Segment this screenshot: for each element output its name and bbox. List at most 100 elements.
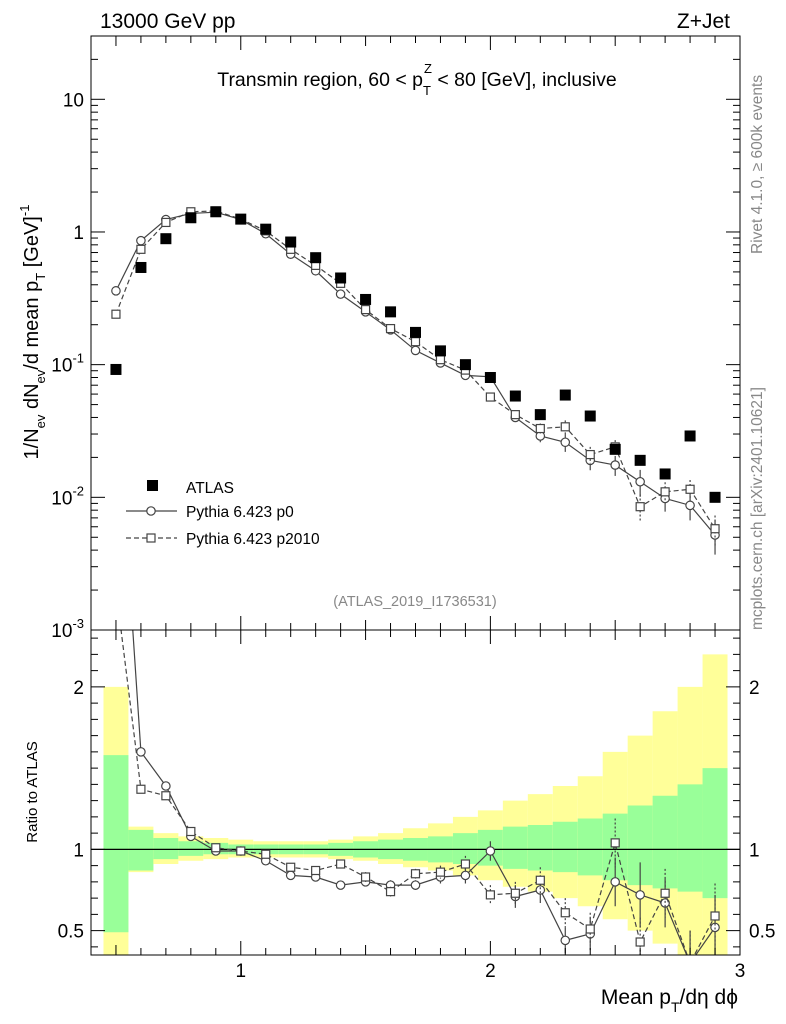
p0-point (560, 437, 571, 448)
band-green (153, 838, 179, 860)
atlas-point (260, 223, 272, 235)
ratio-p0-point (335, 880, 346, 890)
ratio-ticks: 2 2 1 1 0.5 0.5 1 2 3 (58, 630, 775, 982)
p0-point (685, 500, 695, 511)
ratio-p2010-point (161, 791, 171, 801)
p2010-point (535, 423, 545, 434)
header-left: 13000 GeV pp (100, 10, 235, 33)
p2010-point (136, 244, 146, 254)
ratio-p2010-point (211, 843, 221, 853)
legend: ATLAS Pythia 6.423 p0 Pythia 6.423 p2010 (126, 480, 320, 548)
ratio-p0-point (112, 374, 120, 382)
header-right: Z+Jet (677, 10, 730, 33)
main-ytick-label: 10-2 (51, 483, 84, 509)
atlas-point (484, 372, 496, 384)
ratio-p0-point (136, 747, 146, 757)
atlas-point (659, 468, 671, 480)
ratio-ytick-label-right: 1 (749, 840, 760, 861)
p0-point (410, 345, 421, 356)
main-ytick-label: 10-1 (51, 351, 84, 377)
atlas-point (509, 390, 521, 402)
atlas-point (584, 410, 596, 422)
main-ytick-label: 1 (73, 223, 84, 244)
band-green (577, 818, 603, 876)
ratio-ytick-label-right: 0.5 (749, 922, 775, 943)
atlas-point (684, 430, 696, 442)
ratio-p2010-point (435, 867, 446, 877)
legend-p0-marker (146, 506, 156, 516)
atlas-point (235, 213, 247, 225)
p0-point (335, 289, 346, 299)
ratio-xlabel: Mean pT/dη dϕ (601, 986, 738, 1015)
ratio-p0-point (161, 781, 171, 791)
ratio-p2010-point (710, 911, 720, 921)
p2010-point (660, 487, 670, 497)
p2010-point (435, 355, 446, 365)
atlas-point (360, 293, 372, 305)
ratio-p2010-point (460, 859, 471, 869)
atlas-point (559, 389, 571, 401)
ratio-p0-point (610, 877, 620, 887)
p2010-point (360, 304, 371, 315)
p2010-point (685, 484, 695, 494)
ratio-p2010-point (112, 585, 120, 593)
ratio-p2010-point (485, 890, 495, 900)
ratio-p2010-point (686, 959, 694, 967)
ratio-xtick-label: 2 (485, 961, 496, 982)
ratio-p2010-point (535, 875, 545, 885)
atlas-point (335, 272, 347, 284)
legend-p2010-marker (146, 533, 156, 543)
atlas-point (534, 409, 546, 421)
p2010-point (161, 217, 171, 228)
p2010-point (560, 422, 570, 432)
p2010-point (111, 309, 121, 319)
ratio-p2010-point (410, 869, 421, 879)
ratio-p2010-point (610, 838, 620, 848)
atlas-point (459, 359, 471, 371)
p2010-point (585, 449, 595, 460)
ratio-p2010-point (660, 888, 670, 898)
ratio-ytick-label-left: 0.5 (58, 922, 84, 943)
ratio-ytick-label-left: 2 (73, 678, 84, 699)
ratio-ytick-label-right: 2 (749, 678, 760, 699)
ratio-p2010-point (261, 849, 271, 859)
ratio-p0-point (410, 880, 421, 890)
ratio-p2010-point (585, 924, 595, 934)
band-green (702, 768, 728, 899)
main-ytick-label: 10 (63, 90, 84, 111)
atlas-point (110, 363, 122, 375)
ratio-p2010-point (336, 859, 346, 869)
p2010-point (710, 524, 720, 534)
ratio-p0-point (535, 885, 546, 895)
main-title: Transmin region, 60 < pTZ < 80 [GeV], in… (217, 61, 616, 98)
p0-point (610, 460, 620, 470)
atlas-point (434, 345, 446, 357)
ratio-ytick-label-left: 1 (73, 840, 84, 861)
main-points (110, 206, 721, 555)
p2010-point (485, 392, 495, 402)
p2010-point (410, 337, 421, 347)
atlas-point (385, 306, 397, 318)
p0-point (635, 476, 645, 487)
band-green (178, 841, 204, 856)
ratio-p2010-point (186, 826, 196, 837)
main-ylabel: 1/Nev dNev/d mean pT [GeV]-1 (17, 205, 48, 460)
ratio-p0-point (460, 870, 471, 881)
atlas-point (709, 491, 721, 503)
band-green (552, 821, 578, 873)
atlas-point (210, 206, 222, 218)
p2010-point (635, 502, 645, 512)
ratio-p2010-point (635, 937, 645, 947)
atlas-point (185, 212, 197, 224)
ratio-p2010-point (311, 865, 321, 876)
ratio-p2010-point (286, 862, 296, 872)
ratio-p2010-point (510, 888, 520, 898)
ratio-p0-point (635, 890, 645, 900)
ratio-p2010-point (560, 908, 570, 918)
rivet-label: Rivet 4.1.0, ≥ 600k events (749, 75, 766, 254)
legend-p0-label: Pythia 6.423 p0 (186, 504, 294, 521)
legend-atlas-marker (147, 480, 158, 491)
ratio-bands (91, 654, 740, 955)
legend-p2010-label: Pythia 6.423 p2010 (186, 531, 320, 548)
